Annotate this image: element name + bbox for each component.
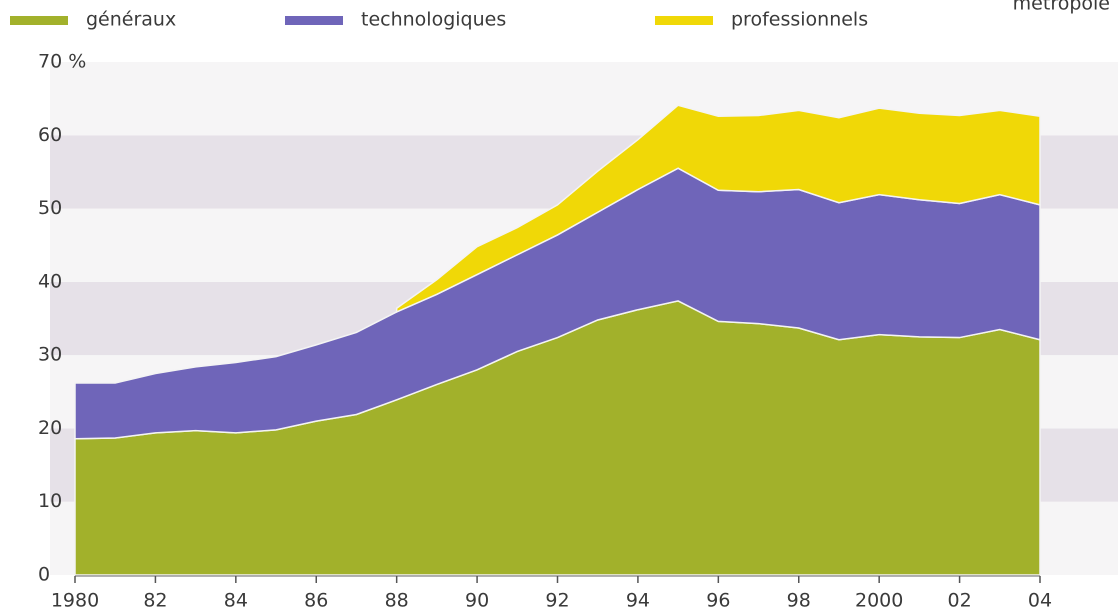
x-tick-label: 86 bbox=[304, 590, 328, 612]
y-tick-label: 30 bbox=[38, 344, 62, 366]
legend-label: technologiques bbox=[361, 9, 506, 31]
x-tick-label: 02 bbox=[947, 590, 971, 612]
x-tick-label: 94 bbox=[626, 590, 650, 612]
x-tick-label: 96 bbox=[706, 590, 730, 612]
x-tick-label: 2000 bbox=[855, 590, 903, 612]
x-tick-label: 90 bbox=[465, 590, 489, 612]
y-tick-label: 40 bbox=[38, 270, 62, 292]
annotation: métropole bbox=[1013, 0, 1110, 15]
legend-swatch bbox=[10, 16, 68, 25]
legend-label: généraux bbox=[86, 9, 176, 31]
legend-swatch bbox=[285, 16, 343, 25]
y-tick-label: 70 % bbox=[38, 51, 86, 73]
x-tick-label: 84 bbox=[224, 590, 248, 612]
x-tick-label: 04 bbox=[1028, 590, 1052, 612]
x-tick-label: 98 bbox=[787, 590, 811, 612]
x-tick-label: 1980 bbox=[51, 590, 99, 612]
area bbox=[395, 104, 1041, 314]
y-tick-label: 0 bbox=[38, 564, 50, 586]
x-tick-label: 82 bbox=[143, 590, 167, 612]
x-tick-label: 92 bbox=[545, 590, 569, 612]
legend-swatch bbox=[655, 16, 713, 25]
y-tick-label: 60 bbox=[38, 124, 62, 146]
y-tick-label: 20 bbox=[38, 417, 62, 439]
legend-label: professionnels bbox=[731, 9, 868, 31]
y-tick-label: 50 bbox=[38, 197, 62, 219]
x-tick-label: 88 bbox=[385, 590, 409, 612]
y-tick-label: 10 bbox=[38, 490, 62, 512]
